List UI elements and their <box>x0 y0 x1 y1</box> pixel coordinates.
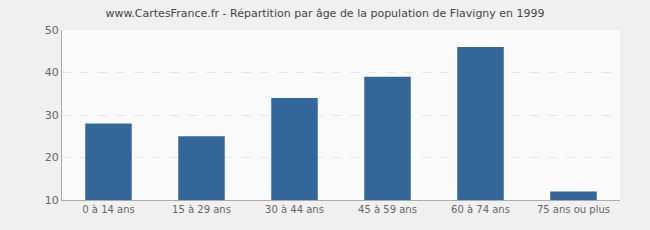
svg-text:www.CartesFrance.fr - Répartit: www.CartesFrance.fr - Répartition par âg… <box>105 7 544 20</box>
svg-text:50: 50 <box>45 24 59 37</box>
svg-text:40: 40 <box>45 66 59 79</box>
svg-text:75 ans ou plus: 75 ans ou plus <box>537 204 610 215</box>
svg-text:15 à 29 ans: 15 à 29 ans <box>172 204 231 215</box>
svg-text:30 à 44 ans: 30 à 44 ans <box>265 204 324 215</box>
svg-text:20: 20 <box>45 151 59 164</box>
svg-text:0 à 14 ans: 0 à 14 ans <box>82 204 134 215</box>
svg-text:60 à 74 ans: 60 à 74 ans <box>451 204 510 215</box>
svg-text:30: 30 <box>45 109 59 122</box>
svg-text:45 à 59 ans: 45 à 59 ans <box>358 204 417 215</box>
svg-text:10: 10 <box>45 194 59 207</box>
